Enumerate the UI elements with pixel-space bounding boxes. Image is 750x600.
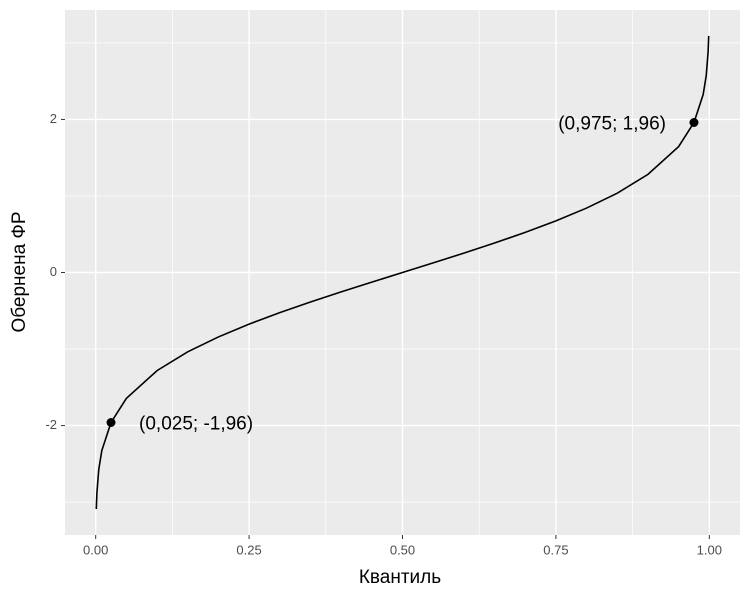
point [689,118,699,127]
x-axis-title: Квантиль [359,567,441,588]
y-tick-label: 2 [50,111,57,126]
x-tick-label: 0.75 [543,542,568,557]
point [106,418,116,427]
curve [95,35,710,510]
x-tick-label: 0.25 [236,542,261,557]
x-tick-label: 1.00 [697,542,722,557]
x-tick-label: 0.00 [83,542,108,557]
y-tick-label: -2 [45,417,57,432]
y-axis-title: Обернена ФР [9,211,30,332]
x-tick-label: 0.50 [390,542,415,557]
y-tick-label: 0 [50,264,57,279]
annotation: (0,975; 1,96) [558,114,666,135]
annotation: (0,025; -1,96) [139,414,253,435]
